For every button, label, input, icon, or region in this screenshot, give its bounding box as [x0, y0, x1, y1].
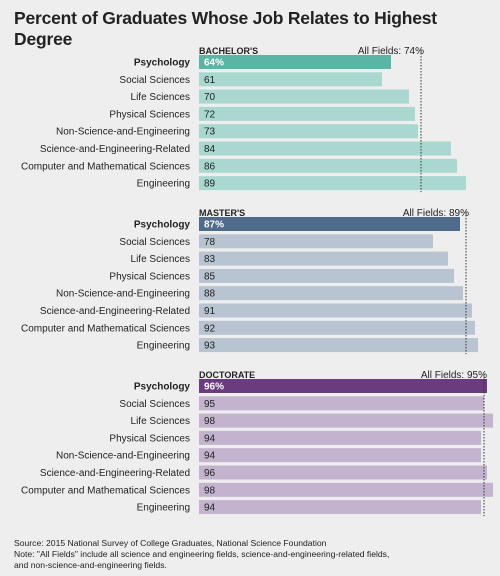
bar [199, 89, 409, 104]
bar [199, 106, 415, 121]
data-label: 64% [204, 58, 224, 69]
data-label: 96% [204, 382, 224, 393]
category-label: Physical Sciences [109, 433, 190, 444]
bar [199, 448, 481, 463]
bar [199, 55, 391, 69]
category-label: Physical Sciences [109, 109, 190, 120]
bar [199, 268, 454, 283]
bar [199, 217, 460, 231]
bar [199, 158, 457, 173]
category-label: Psychology [134, 382, 191, 393]
category-label: Engineering [137, 341, 190, 352]
bar [199, 176, 466, 191]
bar [199, 251, 448, 266]
data-label: 73 [204, 127, 216, 138]
data-label: 70 [204, 92, 216, 103]
bar [199, 72, 382, 87]
data-label: 94 [204, 451, 216, 462]
data-label: 96 [204, 468, 216, 479]
bar [199, 413, 493, 428]
category-label: Physical Sciences [109, 271, 190, 282]
bar [199, 320, 475, 335]
data-label: 94 [204, 503, 216, 514]
category-label: Non-Science-and-Engineering [56, 127, 190, 138]
data-label: 72 [204, 109, 216, 120]
category-label: Non-Science-and-Engineering [56, 451, 190, 462]
data-label: 93 [204, 341, 216, 352]
data-label: 92 [204, 323, 216, 334]
bar [199, 396, 484, 411]
data-label: 91 [204, 306, 216, 317]
panel-label: DOCTORATE [199, 370, 255, 380]
category-label: Life Sciences [131, 254, 190, 265]
data-label: 84 [204, 144, 216, 155]
bar [199, 500, 481, 515]
bar [199, 141, 451, 156]
reference-label: All Fields: 95% [421, 370, 487, 381]
data-label: 83 [204, 254, 216, 265]
category-label: Psychology [134, 220, 191, 231]
source-line-3: and non-science-and-engineering fields. [14, 559, 167, 570]
source-line-2: Note: "All Fields" include all science a… [14, 548, 390, 559]
bar [199, 482, 493, 497]
data-label: 86 [204, 161, 216, 172]
category-label: Psychology [134, 58, 191, 69]
panel-label: MASTER'S [199, 208, 245, 218]
category-label: Engineering [137, 179, 190, 190]
bar [199, 303, 472, 318]
category-label: Science-and-Engineering-Related [40, 306, 190, 317]
panel-label: BACHELOR'S [199, 46, 258, 56]
data-label: 98 [204, 485, 216, 496]
category-label: Science-and-Engineering-Related [40, 144, 190, 155]
category-label: Computer and Mathematical Sciences [21, 485, 190, 496]
category-label: Life Sciences [131, 416, 190, 427]
category-label: Life Sciences [131, 92, 190, 103]
data-label: 89 [204, 179, 216, 190]
category-label: Social Sciences [119, 399, 190, 410]
category-label: Engineering [137, 503, 190, 514]
category-label: Social Sciences [119, 237, 190, 248]
data-label: 98 [204, 416, 216, 427]
category-label: Computer and Mathematical Sciences [21, 161, 190, 172]
data-label: 85 [204, 271, 216, 282]
data-label: 61 [204, 75, 216, 86]
data-label: 94 [204, 433, 216, 444]
bar [199, 338, 478, 353]
source-line-1: Source: 2015 National Survey of College … [14, 538, 327, 548]
reference-label: All Fields: 89% [403, 208, 469, 219]
bar [199, 234, 433, 249]
category-label: Non-Science-and-Engineering [56, 289, 190, 300]
category-label: Computer and Mathematical Sciences [21, 323, 190, 334]
category-label: Science-and-Engineering-Related [40, 468, 190, 479]
data-label: 78 [204, 237, 216, 248]
data-label: 95 [204, 399, 216, 410]
data-label: 88 [204, 289, 216, 300]
reference-label: All Fields: 74% [358, 46, 424, 57]
bar [199, 430, 481, 445]
data-label: 87% [204, 220, 224, 231]
category-label: Social Sciences [119, 75, 190, 86]
bar [199, 465, 487, 480]
bar [199, 124, 418, 139]
bar [199, 286, 463, 301]
bar [199, 379, 487, 393]
source-note: Source: 2015 National Survey of College … [14, 538, 494, 570]
chart-title: Percent of Graduates Whose Job Relates t… [14, 8, 437, 49]
